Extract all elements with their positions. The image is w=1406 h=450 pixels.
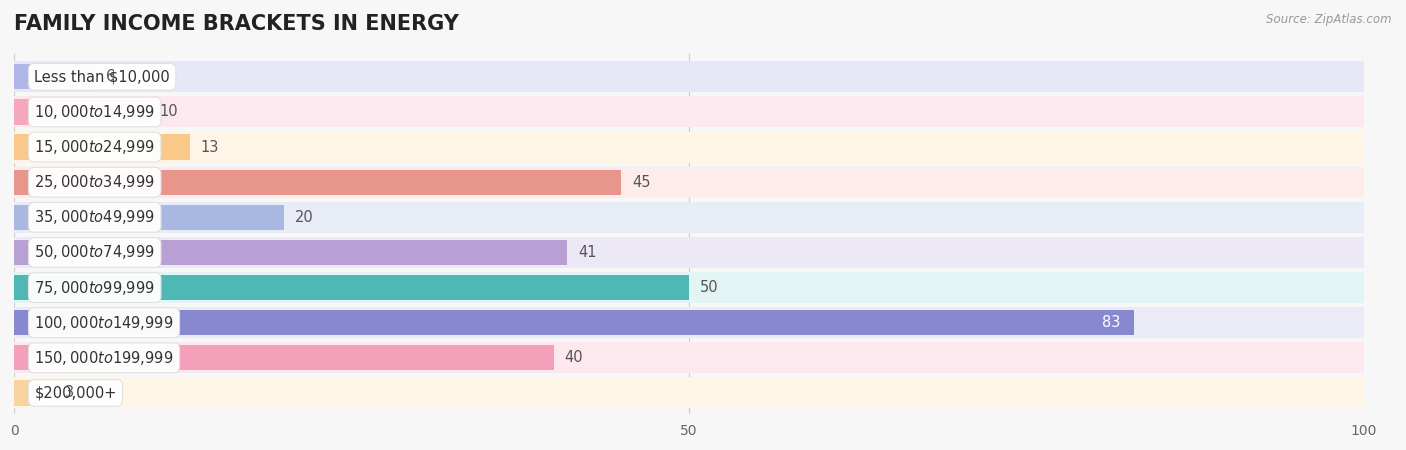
Text: $50,000 to $74,999: $50,000 to $74,999 bbox=[34, 243, 155, 261]
Text: 83: 83 bbox=[1102, 315, 1121, 330]
Text: 40: 40 bbox=[565, 350, 583, 365]
Text: Source: ZipAtlas.com: Source: ZipAtlas.com bbox=[1267, 14, 1392, 27]
Bar bbox=[14, 275, 689, 300]
Bar bbox=[14, 380, 55, 405]
Text: $15,000 to $24,999: $15,000 to $24,999 bbox=[34, 138, 155, 156]
Bar bbox=[14, 342, 1364, 373]
Bar bbox=[14, 99, 149, 125]
Bar bbox=[14, 310, 1135, 335]
Bar bbox=[14, 378, 1364, 409]
Bar bbox=[14, 202, 1364, 233]
Bar bbox=[14, 167, 1364, 198]
Text: $75,000 to $99,999: $75,000 to $99,999 bbox=[34, 279, 155, 297]
Text: 50: 50 bbox=[700, 280, 718, 295]
Bar bbox=[14, 345, 554, 370]
Text: $100,000 to $149,999: $100,000 to $149,999 bbox=[34, 314, 174, 332]
Bar bbox=[14, 170, 621, 195]
Bar bbox=[14, 205, 284, 230]
Text: $150,000 to $199,999: $150,000 to $199,999 bbox=[34, 349, 174, 367]
Text: FAMILY INCOME BRACKETS IN ENERGY: FAMILY INCOME BRACKETS IN ENERGY bbox=[14, 14, 458, 33]
Text: 10: 10 bbox=[160, 104, 179, 119]
Text: 20: 20 bbox=[295, 210, 314, 225]
Text: 3: 3 bbox=[65, 386, 75, 400]
Bar bbox=[14, 237, 1364, 268]
Bar bbox=[14, 96, 1364, 127]
Text: $35,000 to $49,999: $35,000 to $49,999 bbox=[34, 208, 155, 226]
Text: Less than $10,000: Less than $10,000 bbox=[34, 69, 170, 84]
Bar bbox=[14, 61, 1364, 92]
Text: 13: 13 bbox=[200, 140, 219, 154]
Text: $10,000 to $14,999: $10,000 to $14,999 bbox=[34, 103, 155, 121]
Text: 41: 41 bbox=[578, 245, 596, 260]
Text: 6: 6 bbox=[105, 69, 115, 84]
Bar bbox=[14, 135, 190, 160]
Bar bbox=[14, 131, 1364, 162]
Bar bbox=[14, 307, 1364, 338]
Bar bbox=[14, 272, 1364, 303]
Text: 45: 45 bbox=[633, 175, 651, 190]
Bar bbox=[14, 64, 96, 90]
Text: $25,000 to $34,999: $25,000 to $34,999 bbox=[34, 173, 155, 191]
Text: $200,000+: $200,000+ bbox=[34, 386, 117, 400]
Bar bbox=[14, 240, 568, 265]
